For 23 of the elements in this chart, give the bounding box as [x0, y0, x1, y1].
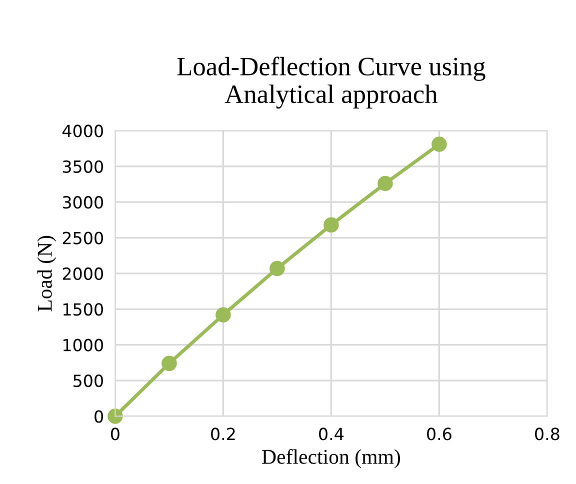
x-tick-label: 0 [110, 428, 120, 440]
point [432, 136, 447, 152]
x-tick-label: 0.2 [211, 428, 235, 440]
y-tick-label: 4000 [62, 124, 103, 138]
y-tick-label: 1000 [64, 338, 103, 352]
point [378, 176, 393, 192]
y-tick-label: 1500 [64, 303, 103, 316]
point [270, 260, 285, 276]
x-tick-label: 0.4 [319, 428, 344, 440]
point [162, 356, 177, 372]
y-tick-label: 500 [74, 374, 103, 388]
x-tick-label: 0.6 [427, 428, 452, 440]
y-tick-label: 3500 [62, 160, 103, 173]
point [324, 217, 339, 233]
y-tick-label: 2000 [62, 267, 103, 280]
y-tick-label: 2500 [62, 232, 103, 244]
chart-title: Load-Deflection Curve using Analytical approach [177, 56, 486, 109]
y-tick-label: 0 [94, 410, 103, 423]
x-tick-label: 0.8 [535, 428, 560, 440]
y-tick-label: 3000 [62, 196, 103, 209]
point [216, 307, 231, 323]
x-axis-title: Deflection (mm) [262, 449, 400, 468]
y-axis-title: Load (N) [37, 236, 56, 312]
